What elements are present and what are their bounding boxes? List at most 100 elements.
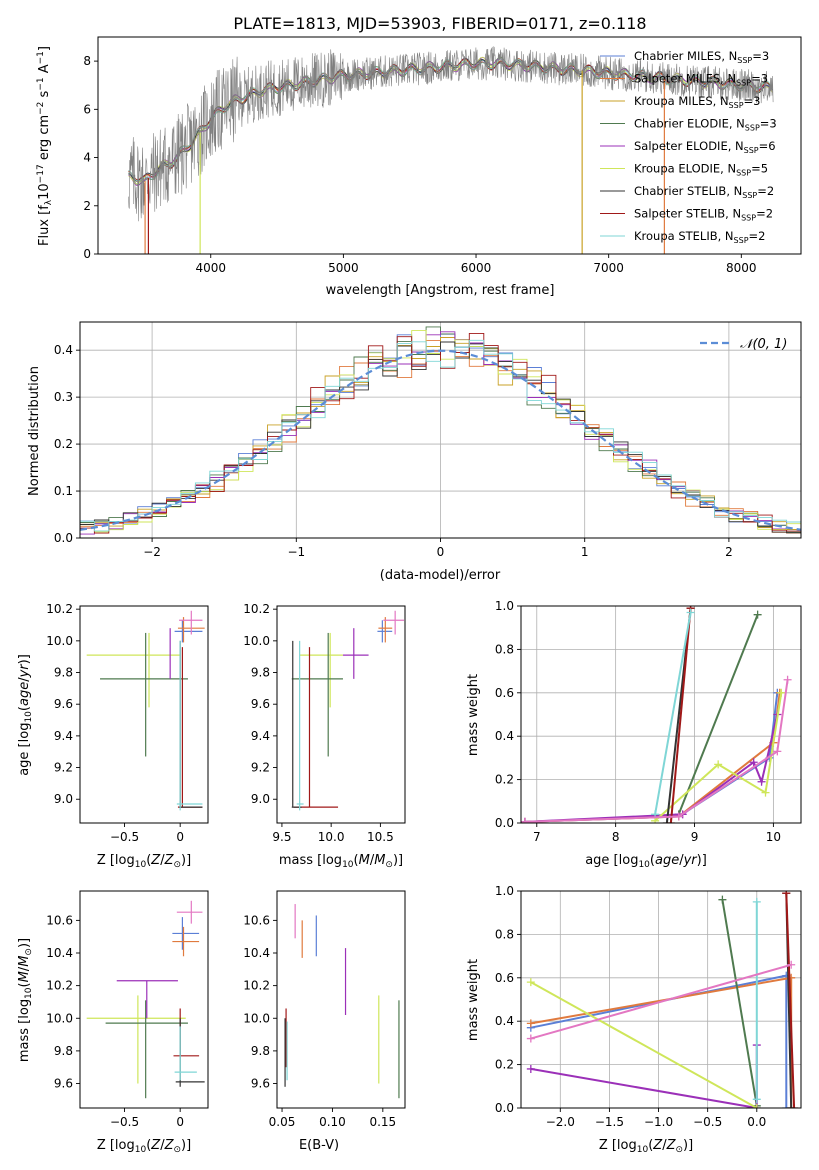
y-tick-label: 9.8 bbox=[251, 666, 270, 680]
mass-weight-line bbox=[785, 893, 796, 1108]
y-tick-label: 6 bbox=[83, 102, 91, 116]
y-tick-label: 0.0 bbox=[495, 1101, 514, 1115]
massEbv-xlabel: E(B-V) bbox=[299, 1138, 339, 1153]
y-tick-label: 0.6 bbox=[495, 686, 514, 700]
y-tick-label: 0.3 bbox=[54, 390, 73, 404]
y-tick-label: 9.6 bbox=[54, 697, 73, 711]
y-tick-label: 0.4 bbox=[54, 343, 73, 357]
mass-weight-line bbox=[654, 692, 783, 822]
legend-label: Kroupa ELODIE, NSSP=5 bbox=[634, 162, 768, 178]
mass-weight-vs-age-plot: 7 8 9 10 0.0 0.2 0.4 0.6 0.8 1.0 bbox=[495, 599, 802, 844]
y-tick-label: 9.8 bbox=[54, 1044, 73, 1058]
mass-weight-marker bbox=[752, 1095, 761, 1104]
x-tick-label: 0.10 bbox=[319, 1115, 346, 1129]
residual-histogram-step bbox=[80, 339, 801, 532]
axes-frame bbox=[276, 605, 406, 824]
plot-area bbox=[291, 610, 405, 811]
x-tick-label: 0.0 bbox=[747, 1115, 766, 1129]
legend-label: Chabrier MILES, NSSP=3 bbox=[634, 49, 769, 65]
mass-weight-marker bbox=[521, 817, 529, 823]
y-tick-label: 10.0 bbox=[243, 1011, 270, 1025]
spectrum-plot: 4000 5000 6000 7000 8000 0 2 4 6 8 Chabrier MILES,… bbox=[83, 36, 802, 275]
axes-frame bbox=[79, 605, 209, 824]
y-tick-label: 0.8 bbox=[495, 642, 514, 656]
mass-weight-marker bbox=[666, 819, 675, 823]
x-tick-label: −1.0 bbox=[644, 1115, 673, 1129]
y-tick-label: 1.0 bbox=[495, 599, 514, 613]
x-tick-label: 9 bbox=[691, 830, 699, 844]
mass-vs-metallicity-plot: −0.5 0 9.6 9.8 10.0 10.2 10.4 10.6 bbox=[46, 890, 209, 1129]
residual-xlabel: (data-model)/error bbox=[380, 568, 501, 583]
legend-label: Chabrier STELIB, NSSP=2 bbox=[634, 184, 774, 200]
y-tick-label: 0.6 bbox=[495, 971, 514, 985]
mass-weight-vs-metallicity-plot: −2.0 −1.5 −1.0 −0.5 0.0 0.0 0.2 0.4 0.6 0.8 1.0 bbox=[495, 884, 802, 1129]
y-tick-label: 10.0 bbox=[46, 1011, 73, 1025]
x-tick-label: 2 bbox=[725, 545, 733, 559]
y-tick-label: 9.6 bbox=[251, 1077, 270, 1091]
y-tick-label: 10.2 bbox=[46, 602, 73, 616]
y-tick-label: 1.0 bbox=[495, 884, 514, 898]
mass-weight-marker bbox=[773, 747, 782, 756]
mass-weight-marker bbox=[686, 608, 695, 617]
mass-weight-line bbox=[530, 981, 758, 1108]
y-tick-label: 0.0 bbox=[54, 531, 73, 545]
x-tick-label: 8000 bbox=[726, 261, 757, 275]
plot-area bbox=[86, 900, 205, 1099]
mass-weight-line bbox=[721, 899, 758, 1106]
plot-area bbox=[86, 610, 205, 811]
y-tick-label: 0.1 bbox=[54, 484, 73, 498]
axes-frame bbox=[520, 605, 802, 824]
x-tick-label: 10.5 bbox=[367, 830, 394, 844]
y-tick-label: 10.2 bbox=[46, 979, 73, 993]
y-tick-label: 10.0 bbox=[243, 634, 270, 648]
mass-weight-line bbox=[530, 1045, 758, 1108]
y-tick-label: 4 bbox=[83, 151, 91, 165]
y-tick-label: 9.2 bbox=[251, 761, 270, 775]
legend-label: Kroupa STELIB, NSSP=2 bbox=[634, 229, 765, 245]
residual-histogram-step bbox=[80, 332, 801, 534]
ageZ-xlabel: Z [log10(Z/Z⊙)] bbox=[97, 853, 191, 870]
y-tick-label: 9.0 bbox=[251, 792, 270, 806]
plot-area bbox=[80, 326, 801, 535]
legend-label: Salpeter MILES, NSSP=3 bbox=[634, 72, 768, 88]
mass-weight-marker bbox=[790, 1104, 799, 1108]
x-tick-label: 0.05 bbox=[269, 1115, 296, 1129]
mass-weight-line bbox=[524, 692, 779, 823]
legend-label: 𝒩(0, 1) bbox=[740, 337, 787, 352]
x-tick-label: 10 bbox=[766, 830, 781, 844]
y-tick-label: 10.0 bbox=[46, 634, 73, 648]
plot-area bbox=[128, 46, 774, 254]
x-tick-label: −0.5 bbox=[110, 1115, 139, 1129]
axes-frame bbox=[276, 890, 406, 1109]
x-tick-label: −0.5 bbox=[693, 1115, 722, 1129]
axes-frame bbox=[97, 36, 802, 255]
mass-weight-marker bbox=[782, 1104, 791, 1108]
spectrum-xlabel: wavelength [Angstrom, rest frame] bbox=[326, 283, 555, 298]
axes-frame bbox=[79, 890, 209, 1109]
x-tick-label: 5000 bbox=[328, 261, 359, 275]
mass-weight-marker bbox=[752, 897, 761, 906]
y-tick-label: 2 bbox=[83, 199, 91, 213]
age-vs-mass-plot: 9.5 10.0 10.5 9.0 9.2 9.4 9.6 9.8 10.0 10.2 bbox=[243, 602, 406, 844]
ageMass-xlabel: mass [log10(M/M⊙)] bbox=[279, 853, 403, 870]
axes-frame bbox=[520, 890, 802, 1109]
ageZ-ylabel: age [log10(age/yr)] bbox=[17, 654, 34, 776]
x-tick-label: 7 bbox=[533, 830, 541, 844]
wZ-ylabel: mass weight bbox=[466, 959, 481, 1041]
massZ-xlabel: Z [log10(Z/Z⊙)] bbox=[97, 1138, 191, 1155]
y-tick-label: 10.4 bbox=[243, 946, 270, 960]
y-tick-label: 0.4 bbox=[495, 729, 514, 743]
mass-weight-marker bbox=[526, 978, 535, 987]
y-tick-label: 9.0 bbox=[54, 792, 73, 806]
mass-weight-marker bbox=[526, 1019, 535, 1028]
observed-spectrum-line bbox=[128, 46, 774, 222]
y-tick-label: 0 bbox=[83, 247, 91, 261]
y-tick-label: 0.4 bbox=[495, 1014, 514, 1028]
residual-histogram-step bbox=[80, 331, 801, 535]
mass-weight-line bbox=[524, 679, 789, 823]
mass-weight-marker bbox=[783, 675, 792, 684]
x-tick-label: −0.5 bbox=[110, 830, 139, 844]
x-tick-label: 0.15 bbox=[369, 1115, 396, 1129]
plot-area bbox=[526, 891, 799, 1108]
